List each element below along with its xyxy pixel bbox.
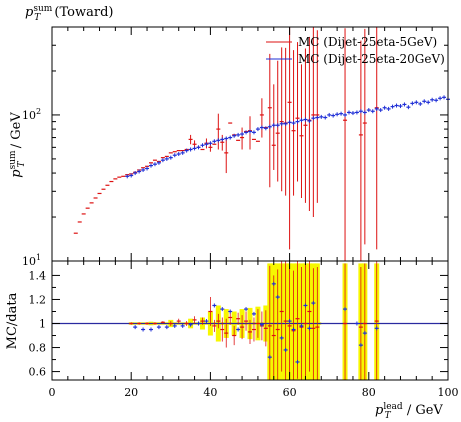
xtick-label: 80 — [362, 386, 376, 399]
xtick-label: 40 — [203, 386, 217, 399]
ratio-frame — [51, 260, 449, 381]
ratio-ylabel: MC/data — [5, 292, 20, 349]
xtick-label: 60 — [283, 386, 297, 399]
ratio-panel: 0.6 0.8 1 1.2 1.4 0 20 40 60 80 100 — [29, 260, 459, 399]
ratio-ytick-label: 0.8 — [29, 342, 47, 355]
ratio-ytick-label: 1 — [39, 318, 46, 331]
legend: MC (Dijet-25eta-5GeV) MC (Dijet-25eta-20… — [266, 35, 445, 66]
chart-title: psum T (Toward) — [25, 4, 113, 23]
ratio-series-blue — [133, 281, 379, 364]
xtick-label: 20 — [124, 386, 138, 399]
legend-label-blue: MC (Dijet-25eta-20GeV) — [298, 52, 445, 66]
main-ytick-label: 101 — [22, 253, 41, 268]
x-axis-label: plead T / GeV — [375, 402, 443, 421]
legend-label-red: MC (Dijet-25eta-5GeV) — [298, 35, 437, 49]
series-blue — [125, 95, 450, 179]
ratio-ytick-label: 1.4 — [29, 269, 47, 282]
main-ytick-label: 102 — [22, 107, 41, 122]
main-ylabel: psumT / GeV — [8, 112, 27, 178]
xtick-label: 0 — [49, 386, 56, 399]
ratio-ytick-label: 1.2 — [29, 293, 47, 306]
ratio-ytick-label: 0.6 — [29, 366, 47, 379]
ratio-series-red — [129, 261, 379, 380]
xtick-label: 100 — [438, 386, 459, 399]
main-panel: 101 102 — [22, 26, 450, 268]
